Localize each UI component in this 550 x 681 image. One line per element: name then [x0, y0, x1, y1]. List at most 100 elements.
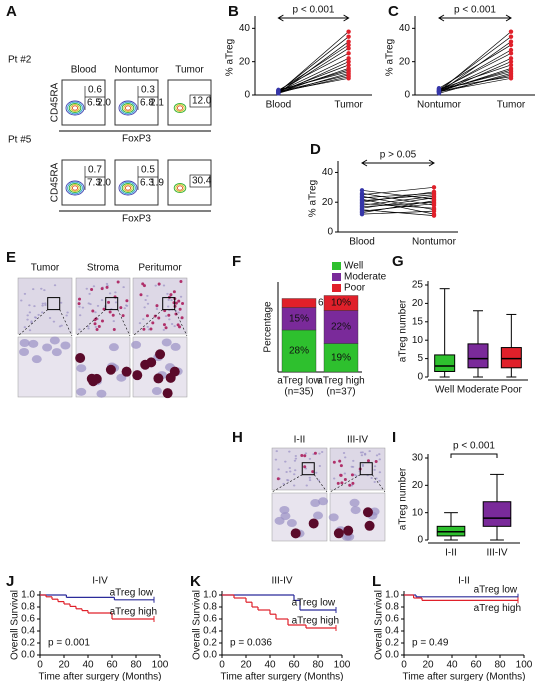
- stained-cell: [313, 451, 317, 455]
- nucleus: [96, 304, 100, 307]
- point: [431, 198, 437, 203]
- stained-cell: [311, 470, 315, 474]
- nucleus: [43, 289, 46, 292]
- gate-value: 6.8: [140, 98, 154, 109]
- point: [431, 213, 437, 218]
- legend-label: Poor: [344, 283, 366, 294]
- contour: [176, 185, 184, 191]
- y-tick-label: 0.0: [21, 650, 35, 661]
- x-tick-label: 40: [264, 660, 276, 671]
- nucleus: [168, 318, 171, 321]
- stained-cell: [107, 300, 111, 304]
- nucleus: [293, 473, 296, 476]
- stained-cell: [102, 307, 106, 311]
- stained-cell: [177, 299, 181, 303]
- x-tick-label: III-IV: [486, 548, 507, 559]
- point: [346, 59, 351, 64]
- nucleus: [378, 458, 381, 461]
- nucleus: [167, 298, 170, 301]
- nucleus: [289, 470, 292, 473]
- legend-label: Well: [344, 261, 363, 272]
- stained-cell: [105, 285, 109, 289]
- plot-frame: [167, 79, 212, 126]
- nucleus: [87, 302, 90, 305]
- contour: [121, 182, 135, 194]
- nucleus: [315, 471, 318, 474]
- x-tick-label: Well: [435, 385, 454, 396]
- nucleus: [363, 453, 367, 456]
- nucleus: [378, 471, 382, 474]
- stained-cell: [162, 388, 173, 399]
- nucleus: [282, 482, 285, 485]
- annotation: p < 0.001: [454, 5, 496, 16]
- nucleus: [32, 288, 35, 291]
- gate-value: 7.3: [87, 178, 101, 189]
- annotation: p > 0.05: [380, 150, 417, 161]
- zoom-lines: [329, 474, 386, 493]
- legend-swatch: [332, 262, 341, 270]
- column-title: Stroma: [87, 263, 120, 274]
- x-tick-label: Nontumor: [412, 237, 457, 248]
- x-tick-label: 80: [494, 660, 506, 671]
- x-tick-label: 40: [82, 660, 94, 671]
- pair-line: [278, 36, 349, 92]
- nucleus: [94, 311, 97, 314]
- y-axis-title: Percentage: [263, 301, 274, 353]
- pair-line: [438, 76, 512, 89]
- zoom-box: [162, 297, 176, 311]
- nucleus: [308, 476, 312, 479]
- y-tick-label: 0.4: [385, 626, 399, 637]
- y-tick-label: 1.0: [21, 590, 35, 601]
- y-tick-label: 1.0: [385, 590, 399, 601]
- nucleus: [53, 284, 57, 287]
- pair-line: [438, 71, 512, 91]
- nucleus: [154, 284, 157, 287]
- nucleus: [368, 450, 371, 453]
- nucleus: [146, 325, 149, 328]
- column-title: Tumor: [31, 263, 60, 274]
- nucleus: [350, 484, 354, 487]
- nucleus: [96, 389, 107, 398]
- pair-line: [438, 44, 512, 89]
- nucleus: [310, 499, 321, 508]
- stained-cell: [145, 314, 149, 318]
- x-tick-label: 20: [422, 660, 434, 671]
- x-tick-label: 100: [152, 660, 169, 671]
- contour: [118, 180, 138, 196]
- panel-label: J: [6, 573, 14, 590]
- nucleus: [114, 291, 117, 294]
- nucleus: [170, 299, 173, 302]
- chart-title: I-IV: [92, 576, 108, 587]
- nucleus: [286, 519, 297, 528]
- stained-cell: [178, 307, 182, 311]
- annotation-arrow: [361, 159, 435, 167]
- stained-cell: [146, 357, 157, 368]
- nucleus: [305, 484, 308, 487]
- chart-title: III-IV: [271, 576, 292, 587]
- column-title: Nontumor: [115, 65, 160, 76]
- pair-line: [278, 71, 349, 91]
- gate: [189, 174, 211, 188]
- nucleus: [59, 301, 63, 304]
- pair-line: [361, 197, 435, 209]
- stained-cell: [290, 528, 301, 539]
- contour: [176, 105, 184, 111]
- y-axis-title: % aTreg: [385, 39, 396, 76]
- nucleus: [361, 463, 365, 466]
- point: [431, 208, 437, 214]
- nucleus: [373, 480, 376, 483]
- panel-label: D: [310, 141, 321, 158]
- x-axis-title: Time after surgery (Months): [403, 672, 526, 681]
- gate-value: 1.9: [150, 178, 164, 189]
- point: [346, 62, 351, 68]
- stained-cell: [93, 322, 97, 326]
- nucleus: [131, 340, 142, 349]
- point: [508, 29, 514, 34]
- stained-cell: [119, 306, 123, 310]
- nucleus: [26, 314, 29, 317]
- nucleus: [76, 364, 87, 373]
- point: [346, 46, 351, 51]
- stained-cell: [139, 293, 143, 297]
- y-tick-label: 0.8: [203, 602, 217, 613]
- gate-value: 6.3: [140, 178, 154, 189]
